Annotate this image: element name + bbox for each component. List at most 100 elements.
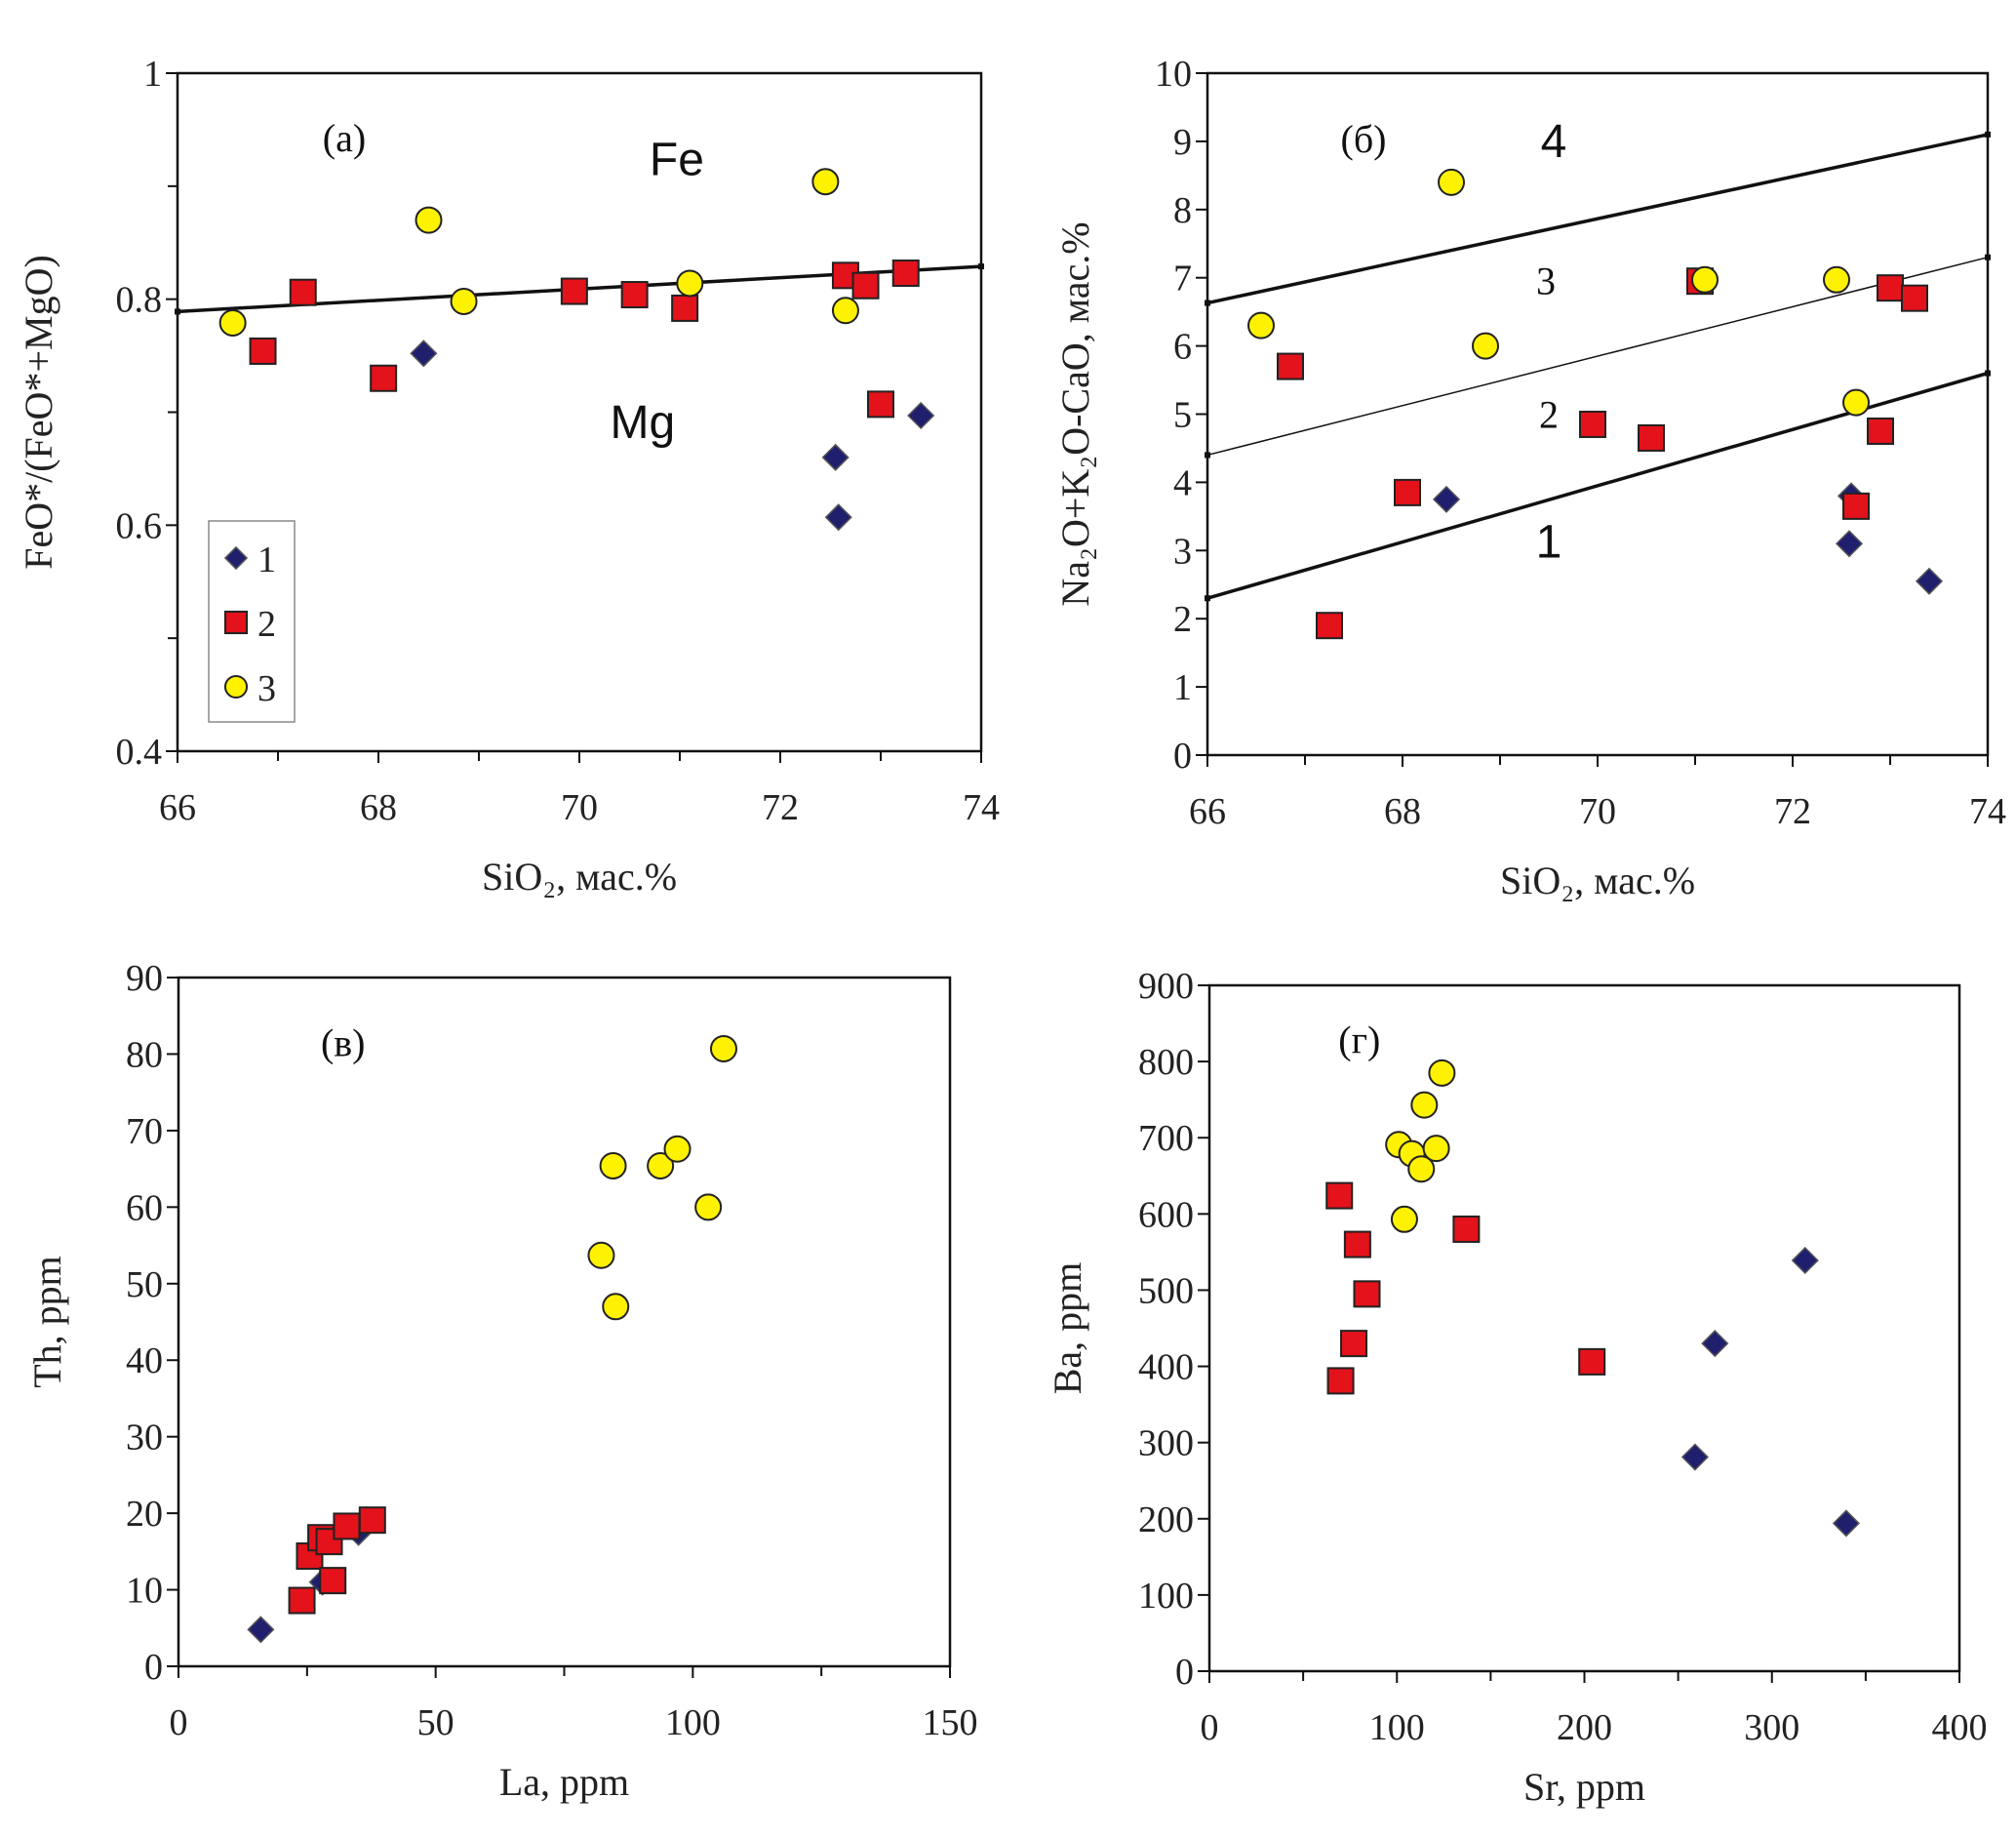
y-tick-label: 0.6 [116,505,163,546]
y-axis-label: Th, ppm [25,1256,69,1388]
y-tick-label: 0.8 [116,280,163,321]
data-point-series-2 [358,1506,386,1535]
data-point-series-2 [1867,417,1894,445]
data-point-series-1 [410,340,438,368]
data-point-series-3 [1247,311,1275,340]
series-2 [1277,267,1928,640]
data-point-series-3 [599,1151,627,1179]
y-tick-label: 70 [126,1111,163,1152]
y-tick-label: 10 [126,1571,163,1612]
data-point-series-1 [1832,1509,1860,1538]
data-point-series-3 [1410,1091,1439,1119]
chart-panel-б: 66 68 70 72 74 0 1 2 3 4 5 6 7 8 9 10 SiO₂, мас.% Na₂O+K₂… [1053,54,2006,902]
y-tick-label: 600 [1138,1194,1194,1235]
y-tick-label: 0 [144,1647,163,1688]
annotation: (а) [323,116,366,160]
y-tick-label: 80 [126,1034,163,1075]
data-point-series-2 [333,1512,361,1540]
annotation: (б) [1341,117,1387,161]
annotation: Fe [650,134,704,185]
x-tick-label: 74 [1969,791,2006,832]
y-tick-label: 900 [1138,966,1194,1007]
series-3 [1385,1059,1456,1233]
data-point-series-3 [1438,168,1465,196]
data-point-series-2 [1901,284,1928,312]
data-point-series-2 [1394,478,1421,506]
legend-marker-1 [223,545,249,571]
data-point-series-2 [867,390,894,419]
data-point-series-2 [851,271,880,300]
y-tick-label: 800 [1138,1042,1194,1083]
data-point-series-2 [319,1567,347,1595]
series-2 [288,1506,386,1615]
line-endpoint [175,308,180,315]
data-point-series-2 [1842,492,1870,520]
data-point-series-3 [1472,332,1499,360]
data-point-series-2 [1343,1230,1371,1259]
y-axis-label: Na₂O+K₂O-CaO, мас.% [1053,221,1097,606]
x-tick-label: 0 [1201,1707,1219,1748]
data-point-series-2 [288,1586,316,1615]
y-tick-label: 7 [1173,259,1192,300]
x-axis-label: Sr, ppm [1523,1765,1645,1809]
series-2 [249,260,920,419]
y-tick-label: 8 [1173,190,1192,231]
data-point-series-3 [218,308,247,337]
y-axis-label: FeO*/(FeO*+MgO) [17,255,60,570]
x-axis-label: SiO₂, мас.% [1500,859,1695,902]
data-point-series-3 [694,1193,723,1221]
line-endpoint [1985,370,1991,377]
y-tick-label: 1 [143,54,162,95]
x-tick-label: 50 [417,1702,455,1743]
legend-marker-2 [223,610,249,635]
data-point-series-3 [1842,388,1870,417]
legend: 1 2 3 [208,520,296,723]
data-point-series-1 [1915,567,1944,595]
plot-area [1207,983,1961,1673]
boundary-line [1206,133,1989,305]
line-endpoint [1985,131,1991,138]
y-tick-label: 400 [1138,1347,1194,1388]
x-axis-label: La, ppm [499,1760,629,1804]
x-tick-label: 66 [1189,791,1226,832]
y-tick-label: 1 [1173,667,1192,708]
boundary-line [1206,257,1989,457]
x-tick-label: 200 [1557,1707,1612,1748]
x-tick-label: 300 [1744,1707,1799,1748]
series-3 [587,1034,737,1321]
legend-label: 2 [257,604,276,645]
annotation: (в) [321,1021,366,1065]
y-tick-label: 0 [1173,736,1192,777]
y-tick-label: 60 [126,1187,163,1228]
y-tick-label: 50 [126,1264,163,1305]
annotation: 4 [1541,116,1567,168]
x-tick-label: 70 [1579,791,1616,832]
chart-panel-a: 66 68 70 72 74 0.4 0.6 0.8 1 SiO₂, мас.% FeO*/(FeO… [17,54,1000,899]
data-point-series-1 [247,1616,275,1644]
y-tick-label: 6 [1173,327,1192,368]
y-axis-label: Ba, ppm [1046,1262,1089,1395]
data-point-series-2 [1340,1330,1368,1358]
y-tick-label: 4 [1173,462,1192,503]
y-tick-label: 30 [126,1418,163,1458]
data-point-series-3 [1390,1205,1418,1233]
chart-panel-г: 0 100 200 300 400 0 100 200 300 400 500 600 700 800 90… [1046,966,1988,1809]
y-tick-label: 90 [126,958,163,999]
x-axis-label: SiO₂, мас.% [482,855,677,899]
x-tick-label: 68 [360,787,397,828]
annotation: 2 [1539,393,1559,437]
data-point-series-2 [1877,274,1904,302]
line-endpoint [1985,254,1991,260]
y-tick-label: 3 [1173,531,1192,572]
data-point-series-2 [1579,410,1606,438]
data-point-series-2 [671,294,699,322]
plot-area [176,71,983,753]
y-tick-label: 500 [1138,1270,1194,1311]
data-point-series-2 [1578,1347,1606,1376]
data-point-series-1 [1791,1246,1819,1275]
data-point-series-3 [1422,1135,1450,1163]
x-tick-label: 150 [923,1702,978,1743]
data-point-series-3 [602,1293,630,1321]
data-point-series-3 [831,297,859,325]
